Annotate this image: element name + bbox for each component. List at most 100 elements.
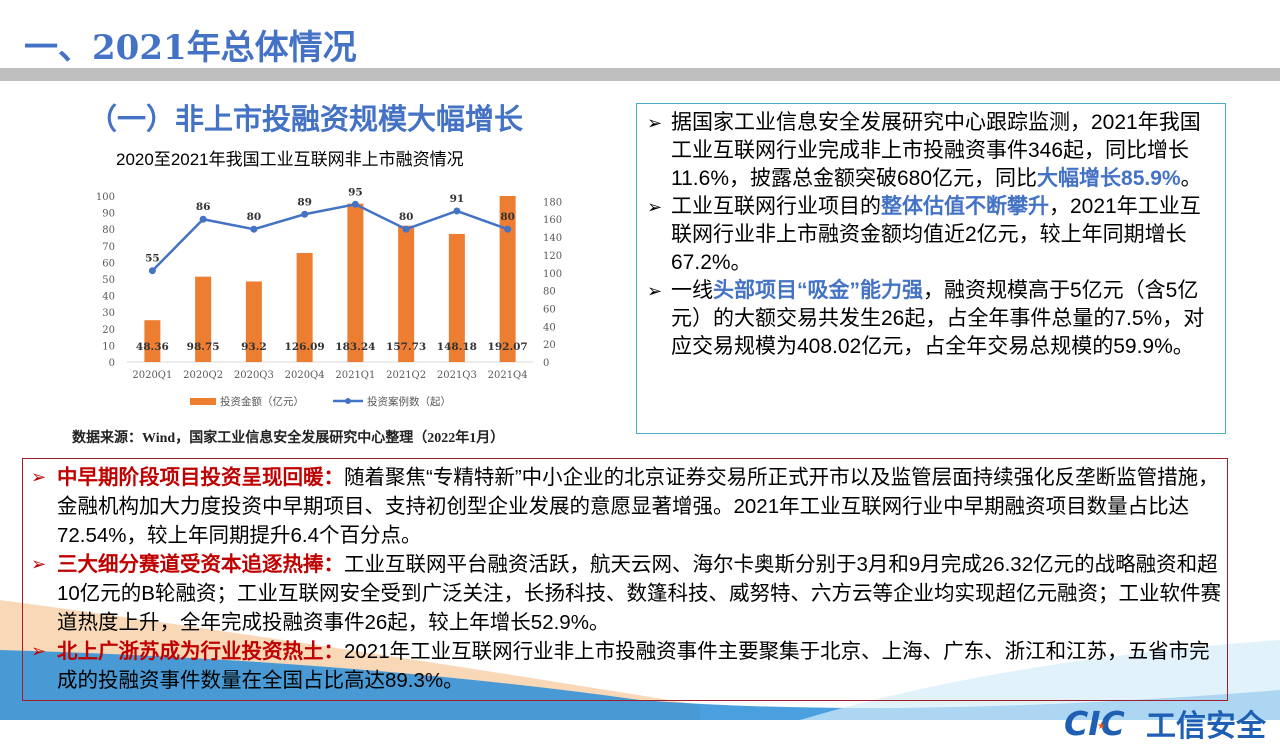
bar-2020Q4 <box>296 253 313 362</box>
bar-2021Q2 <box>398 225 415 362</box>
highlight-text: 整体估值不断攀升 <box>881 195 1049 218</box>
point-text: 一线 <box>671 279 713 302</box>
summary-point: ➢ 一线头部项目“吸金”能力强，融资规模高于5亿元（含5亿元）的大额交易共发生26… <box>645 277 1217 361</box>
bar-data-label: 126.09 <box>285 341 325 353</box>
bar-data-label: 183.24 <box>335 341 375 353</box>
highlight-point: ➢ 中早期阶段项目投资呈现回暖：随着聚焦“专精特新”中小企业的北京证券交易所正式开… <box>29 463 1221 550</box>
left-tick-label: 60 <box>102 258 115 269</box>
point-body: 随着聚焦“专精特新”中小企业的北京证券交易所正式开市以及监管层面持续强化反垄断监… <box>57 466 1219 547</box>
left-tick-label: 70 <box>102 242 115 253</box>
line-point-2020Q4 <box>301 210 309 218</box>
legend-line-label: 投资案例数（起） <box>367 395 451 408</box>
line-point-2020Q1 <box>148 267 156 275</box>
title-divider <box>0 68 1280 81</box>
bar-2020Q1 <box>144 320 161 362</box>
section-subtitle: （一）非上市投融资规模大幅增长 <box>88 104 524 136</box>
line-point-2021Q1 <box>351 200 359 208</box>
legend-bar-label: 投资金额（亿元） <box>220 395 304 408</box>
x-tick-label: 2020Q1 <box>132 370 172 381</box>
highlight-text: 头部项目“吸金”能力强 <box>713 279 923 302</box>
svg-text:CIC: CIC <box>1064 707 1125 739</box>
left-tick-label: 0 <box>109 358 115 369</box>
line-data-label: 89 <box>297 196 312 208</box>
right-tick-label: 180 <box>543 197 562 208</box>
line-data-label: 80 <box>500 211 515 223</box>
arrow-right-icon: ➢ <box>647 113 663 133</box>
point-heading: 北上广浙苏成为行业投资热土： <box>57 640 344 663</box>
x-tick-label: 2020Q4 <box>285 370 325 381</box>
legend-bar-swatch <box>190 398 216 405</box>
left-tick-label: 100 <box>96 192 115 203</box>
bar-2021Q3 <box>448 233 465 362</box>
left-tick-label: 90 <box>102 209 115 220</box>
left-tick-label: 10 <box>102 341 115 352</box>
line-point-2021Q2 <box>402 225 410 233</box>
x-tick-label: 2021Q2 <box>386 370 426 381</box>
highlights-box: ➢ 中早期阶段项目投资呈现回暖：随着聚焦“专精特新”中小企业的北京证券交易所正式开… <box>22 458 1228 701</box>
point-body: 2021年工业互联网行业非上市投融资事件主要聚集于北京、上海、广东、浙江和江苏，… <box>57 640 1210 692</box>
bar-data-label: 93.2 <box>241 341 267 353</box>
right-tick-label: 140 <box>543 233 562 244</box>
right-tick-label: 40 <box>543 322 556 333</box>
arrow-right-icon: ➢ <box>647 197 663 217</box>
legend-line-marker <box>345 398 351 404</box>
bar-2021Q1 <box>347 203 364 362</box>
point-heading: 中早期阶段项目投资呈现回暖： <box>57 466 344 489</box>
arrow-right-icon: ➢ <box>31 467 47 487</box>
right-tick-label: 80 <box>543 287 556 298</box>
summary-point: ➢ 工业互联网行业项目的整体估值不断攀升，2021年工业互联网行业非上市融资金额均… <box>645 193 1217 277</box>
x-tick-label: 2021Q4 <box>488 370 528 381</box>
logo-text: 工信安全 <box>1146 710 1266 743</box>
arrow-right-icon: ➢ <box>31 641 47 661</box>
x-tick-label: 2020Q3 <box>234 370 274 381</box>
point-text: 。 <box>1180 167 1202 190</box>
bar-2020Q2 <box>195 276 212 362</box>
cic-logo: CIC ★ 工信安全 <box>1064 701 1266 745</box>
point-text: ，融资规模高于5亿元（含5亿元）的大额交易共发生26起，占全年事件总量的7.5%… <box>671 279 1205 358</box>
svg-text:★: ★ <box>1097 721 1106 732</box>
line-data-label: 86 <box>196 201 211 213</box>
left-tick-label: 50 <box>102 275 115 286</box>
arrow-right-icon: ➢ <box>31 554 47 574</box>
left-tick-label: 40 <box>102 292 115 303</box>
point-body: 工业互联网平台融资活跃，航天云网、海尔卡奥斯分别于3月和9月完成26.32亿元的… <box>57 553 1221 634</box>
x-tick-label: 2021Q1 <box>335 370 375 381</box>
arrow-right-icon: ➢ <box>647 281 663 301</box>
left-tick-label: 30 <box>102 308 115 319</box>
bar-2021Q4 <box>499 196 516 362</box>
point-text: 据国家工业信息安全发展研究中心跟踪监测，2021年我国工业互联网行业完成非上市投… <box>671 111 1201 190</box>
bar-data-label: 192.07 <box>488 341 528 353</box>
x-tick-label: 2020Q2 <box>183 370 223 381</box>
right-tick-label: 160 <box>543 215 562 226</box>
line-series-count <box>151 202 509 272</box>
line-data-label: 80 <box>399 211 414 223</box>
line-point-2021Q4 <box>504 225 512 233</box>
line-point-2020Q3 <box>250 225 258 233</box>
highlight-point: ➢ 北上广浙苏成为行业投资热土：2021年工业互联网行业非上市投融资事件主要聚集于… <box>29 637 1221 695</box>
chart-title: 2020至2021年我国工业互联网非上市融资情况 <box>116 150 464 169</box>
bar-data-label: 157.73 <box>386 341 426 353</box>
bar-data-label: 148.18 <box>437 341 477 353</box>
right-tick-label: 100 <box>543 269 562 280</box>
point-text: 工业互联网行业项目的 <box>671 195 881 218</box>
data-source: 数据来源：Wind，国家工业信息安全发展研究中心整理（2022年1月） <box>72 431 505 446</box>
line-point-2021Q3 <box>453 207 461 215</box>
line-data-label: 95 <box>348 186 363 198</box>
point-heading: 三大细分赛道受资本追逐热捧： <box>57 553 344 576</box>
line-data-label: 80 <box>247 211 262 223</box>
right-tick-label: 60 <box>543 304 556 315</box>
right-tick-label: 120 <box>543 251 562 262</box>
line-data-label: 91 <box>450 193 465 205</box>
line-data-label: 55 <box>145 253 160 265</box>
line-point-2020Q2 <box>199 215 207 223</box>
point-text: ，2021年工业互联网行业非上市融资金额均值近2亿元，较上年同期增长67.2%。 <box>671 195 1201 274</box>
summary-point: ➢ 据国家工业信息安全发展研究中心跟踪监测，2021年我国工业互联网行业完成非上市… <box>645 109 1217 193</box>
highlight-point: ➢ 三大细分赛道受资本追逐热捧：工业互联网平台融资活跃，航天云网、海尔卡奥斯分别于… <box>29 550 1221 637</box>
bar-data-label: 48.36 <box>136 341 169 353</box>
cic-logo-mark: CIC ★ <box>1064 707 1125 739</box>
financing-chart: 0 10 20 30 40 50 60 70 80 90 100 0 20 40 60 80 100 120 140… <box>96 186 562 408</box>
right-tick-label: 20 <box>543 340 556 351</box>
bar-2020Q3 <box>245 281 262 362</box>
left-tick-label: 80 <box>102 225 115 236</box>
bar-data-label: 98.75 <box>187 341 220 353</box>
